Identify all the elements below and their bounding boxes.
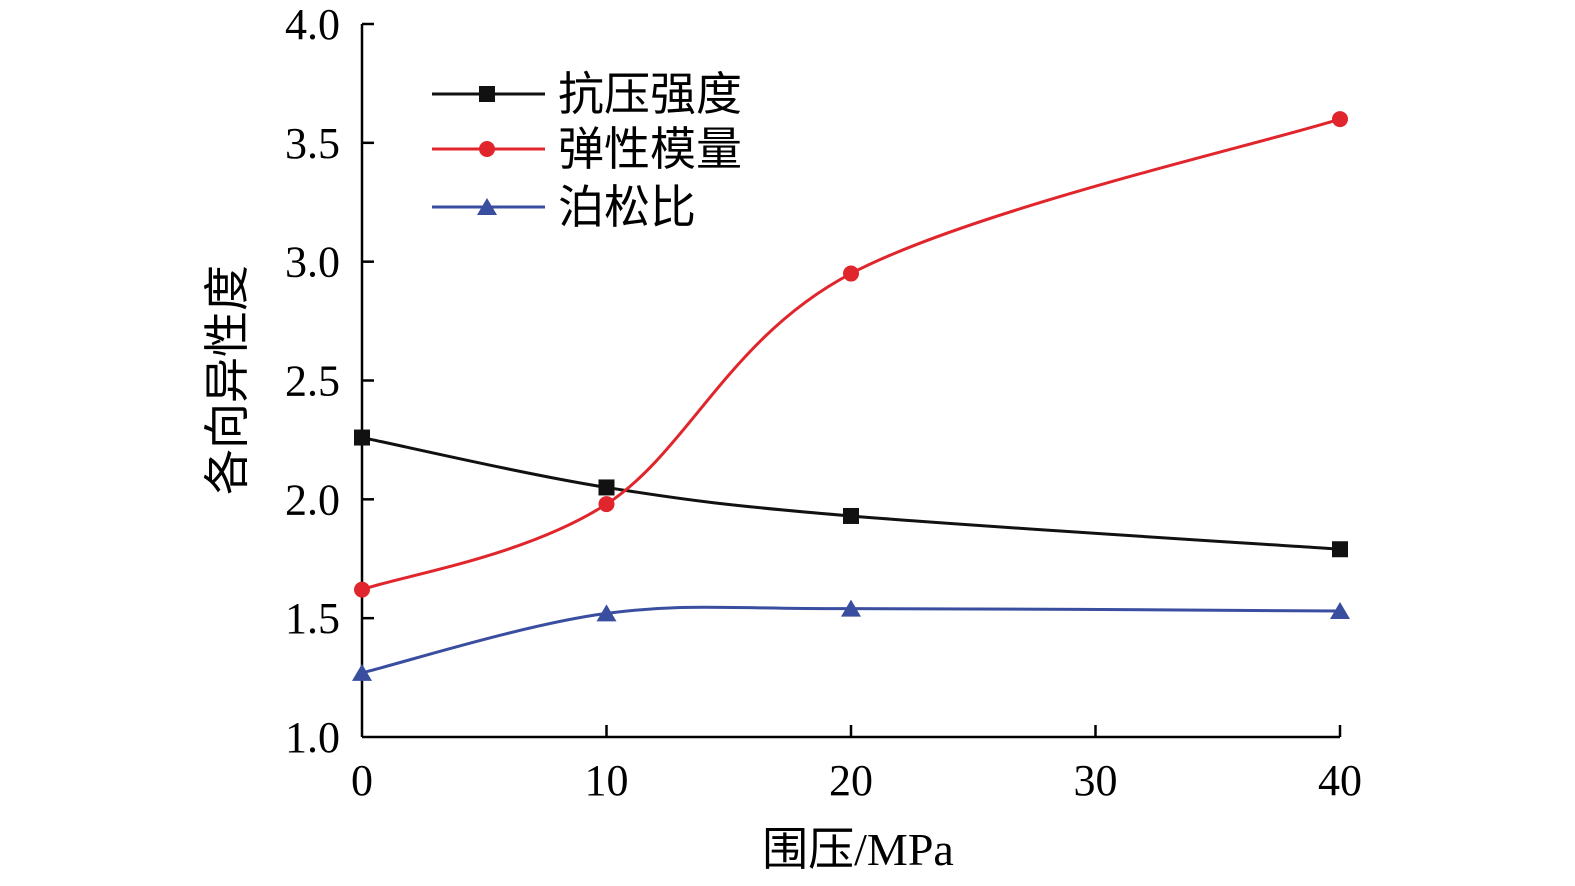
legend-item: 抗压强度: [432, 69, 742, 120]
data-point: [841, 599, 861, 617]
data-point: [354, 581, 370, 598]
legend-marker: [479, 141, 495, 157]
legend-label: 弹性模量: [558, 124, 742, 175]
data-point: [843, 265, 859, 282]
y-axis-label: 各向异性度: [202, 265, 253, 495]
data-point: [598, 496, 615, 513]
legend-item: 泊松比: [432, 182, 696, 233]
x-axis-label: 围压/MPa: [762, 824, 954, 875]
y-tick-label: 1.0: [285, 713, 340, 762]
series-2: [354, 111, 1348, 598]
series-line: [361, 117, 1341, 592]
data-point: [1332, 111, 1348, 128]
legend-item: 弹性模量: [432, 124, 742, 175]
series-3: [352, 599, 1350, 681]
y-tick-label: 3.5: [285, 119, 340, 168]
data-point: [354, 429, 370, 446]
legend-marker: [477, 198, 497, 215]
data-point: [1330, 602, 1350, 620]
y-tick-label: 4.0: [285, 0, 340, 49]
legend-marker: [479, 86, 495, 102]
series-1: [354, 429, 1348, 558]
series-line: [361, 436, 1341, 551]
x-tick-label: 40: [1318, 756, 1362, 805]
x-tick-label: 10: [585, 756, 629, 805]
series-group: [352, 111, 1350, 681]
legend-label: 泊松比: [558, 182, 696, 233]
y-tick-label: 3.0: [285, 238, 340, 287]
data-point: [352, 663, 372, 681]
x-tick-label: 20: [829, 756, 873, 805]
y-tick-label: 1.5: [285, 594, 340, 643]
series-line: [361, 605, 1341, 675]
y-tick-label: 2.5: [285, 357, 340, 406]
data-point: [596, 604, 617, 622]
data-point: [1332, 541, 1348, 558]
x-tick-label: 0: [351, 756, 373, 805]
legend-label: 抗压强度: [558, 69, 742, 120]
data-point: [598, 479, 615, 496]
axes: 0 10 20 30 40 1.0 1.5 2.0 2.5 3.0 3.5 4.0: [285, 0, 1362, 805]
data-point: [843, 507, 859, 524]
x-tick-label: 30: [1074, 756, 1118, 805]
y-tick-label: 2.0: [285, 475, 340, 524]
